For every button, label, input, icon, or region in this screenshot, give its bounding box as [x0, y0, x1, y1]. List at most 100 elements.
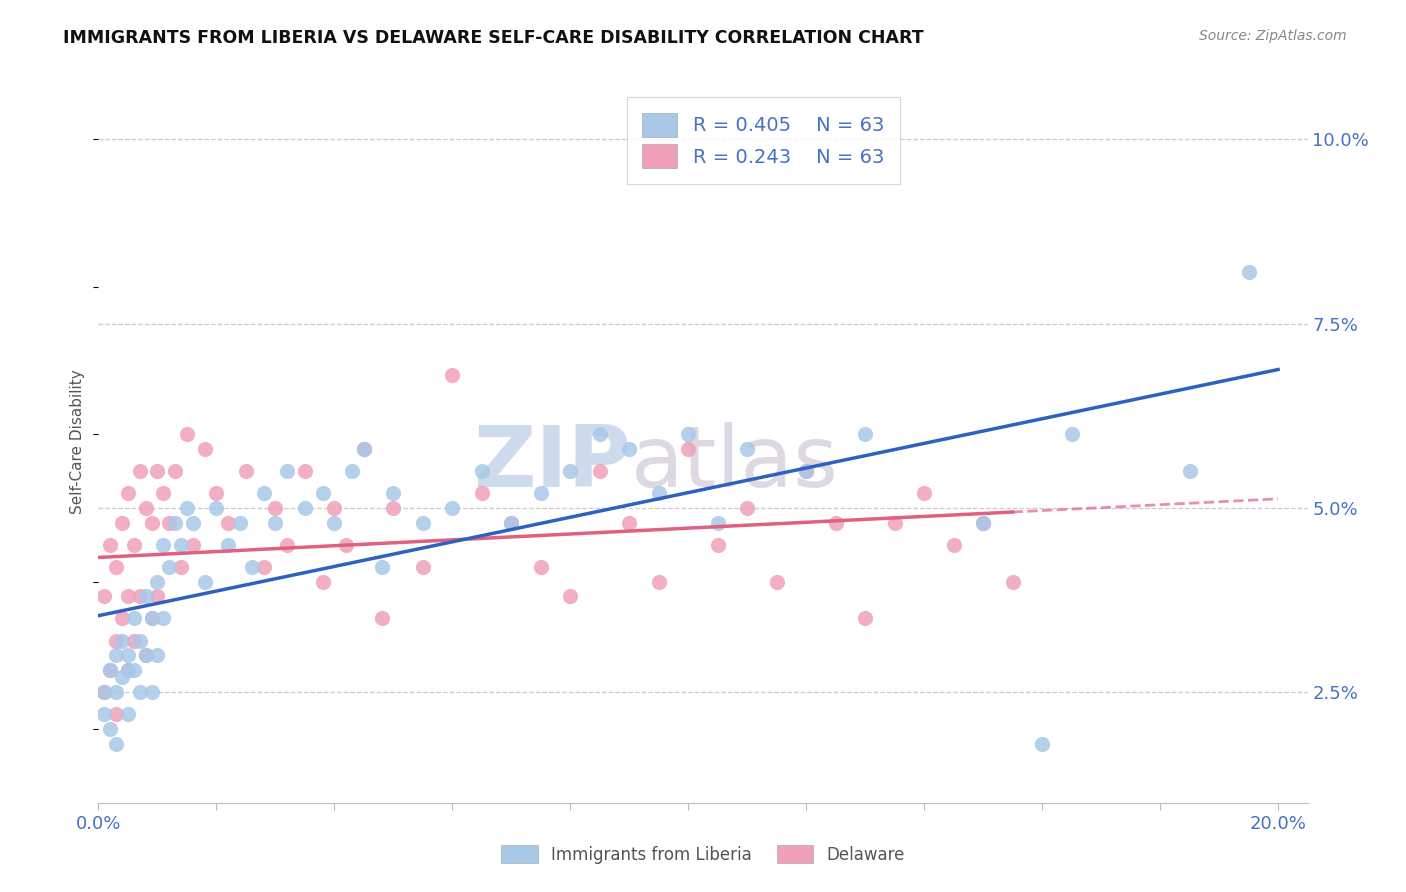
- Point: [678, 442, 700, 456]
- Point: [128, 464, 150, 478]
- Point: [157, 516, 180, 530]
- Point: [181, 538, 204, 552]
- Text: IMMIGRANTS FROM LIBERIA VS DELAWARE SELF-CARE DISABILITY CORRELATION CHART: IMMIGRANTS FROM LIBERIA VS DELAWARE SELF…: [63, 29, 924, 46]
- Point: [648, 574, 671, 589]
- Point: [128, 590, 150, 604]
- Point: [170, 538, 193, 552]
- Point: [353, 442, 375, 456]
- Point: [165, 464, 187, 478]
- Point: [311, 574, 333, 589]
- Point: [353, 442, 375, 456]
- Point: [135, 648, 157, 663]
- Point: [589, 427, 612, 442]
- Point: [122, 633, 145, 648]
- Point: [117, 707, 139, 722]
- Point: [157, 560, 180, 574]
- Text: ZIP: ZIP: [472, 422, 630, 505]
- Point: [412, 516, 434, 530]
- Point: [122, 611, 145, 625]
- Point: [340, 464, 363, 478]
- Point: [229, 516, 252, 530]
- Point: [252, 560, 274, 574]
- Point: [1237, 265, 1260, 279]
- Point: [105, 648, 128, 663]
- Point: [706, 538, 728, 552]
- Point: [560, 464, 582, 478]
- Text: Source: ZipAtlas.com: Source: ZipAtlas.com: [1199, 29, 1347, 43]
- Point: [276, 464, 298, 478]
- Point: [883, 516, 905, 530]
- Point: [117, 663, 139, 677]
- Point: [619, 516, 641, 530]
- Point: [794, 464, 817, 478]
- Point: [135, 648, 157, 663]
- Point: [117, 648, 139, 663]
- Point: [370, 611, 392, 625]
- Point: [176, 427, 198, 442]
- Point: [135, 500, 157, 515]
- Point: [853, 611, 876, 625]
- Point: [194, 574, 217, 589]
- Point: [972, 516, 994, 530]
- Point: [648, 486, 671, 500]
- Point: [441, 500, 464, 515]
- Point: [412, 560, 434, 574]
- Point: [111, 611, 134, 625]
- Point: [942, 538, 965, 552]
- Point: [335, 538, 357, 552]
- Point: [93, 685, 115, 699]
- Point: [706, 516, 728, 530]
- Point: [98, 663, 121, 677]
- Point: [501, 516, 523, 530]
- Point: [678, 427, 700, 442]
- Point: [853, 427, 876, 442]
- Point: [370, 560, 392, 574]
- Point: [294, 500, 316, 515]
- Point: [165, 516, 187, 530]
- Point: [117, 590, 139, 604]
- Point: [471, 464, 494, 478]
- Point: [152, 538, 174, 552]
- Y-axis label: Self-Care Disability: Self-Care Disability: [70, 369, 86, 514]
- Point: [146, 590, 169, 604]
- Point: [93, 590, 115, 604]
- Point: [128, 685, 150, 699]
- Point: [205, 486, 228, 500]
- Point: [105, 685, 128, 699]
- Point: [141, 611, 163, 625]
- Point: [181, 516, 204, 530]
- Point: [105, 560, 128, 574]
- Point: [264, 500, 287, 515]
- Point: [382, 500, 405, 515]
- Point: [794, 464, 817, 478]
- Point: [1031, 737, 1053, 751]
- Point: [170, 560, 193, 574]
- Point: [141, 516, 163, 530]
- Point: [105, 707, 128, 722]
- Point: [146, 464, 169, 478]
- Point: [382, 486, 405, 500]
- Point: [117, 663, 139, 677]
- Point: [146, 574, 169, 589]
- Point: [824, 516, 846, 530]
- Point: [122, 538, 145, 552]
- Point: [217, 516, 239, 530]
- Point: [117, 486, 139, 500]
- Point: [441, 368, 464, 383]
- Point: [1001, 574, 1024, 589]
- Point: [323, 516, 346, 530]
- Point: [276, 538, 298, 552]
- Point: [98, 663, 121, 677]
- Point: [141, 685, 163, 699]
- Point: [530, 486, 553, 500]
- Point: [111, 516, 134, 530]
- Point: [194, 442, 217, 456]
- Point: [111, 633, 134, 648]
- Point: [128, 633, 150, 648]
- Point: [111, 670, 134, 684]
- Point: [735, 442, 758, 456]
- Point: [141, 611, 163, 625]
- Point: [176, 500, 198, 515]
- Point: [240, 560, 263, 574]
- Point: [146, 648, 169, 663]
